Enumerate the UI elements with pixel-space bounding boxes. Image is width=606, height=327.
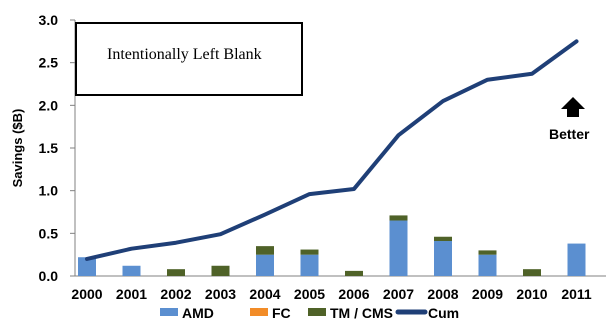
x-tick-label: 2001	[116, 286, 147, 302]
y-tick-label: 2.5	[39, 55, 59, 71]
bar-amd-2011	[567, 243, 586, 276]
x-tick-label: 2003	[205, 286, 236, 302]
legend-swatch-tm-cms	[308, 308, 326, 316]
y-tick-labels: 0.0 0.5 1.0 1.5 2.0 2.5 3.0	[39, 12, 75, 284]
bar-amd-2008	[434, 241, 452, 276]
cumulative-line-series	[85, 39, 579, 261]
legend-swatch-fc	[250, 308, 268, 316]
x-tick-label: 2009	[472, 286, 503, 302]
bar-amd-2004	[256, 254, 274, 276]
bar-amd-2001	[122, 265, 141, 276]
bar-tm-cms-2004	[256, 246, 274, 255]
legend-label-fc: FC	[272, 305, 291, 321]
bar-tm-cms-2010	[523, 269, 541, 276]
bar-amd-2000	[78, 257, 96, 276]
x-tick-label: 2007	[383, 286, 414, 302]
x-tick-labels: 2000 2001 2002 2003 2004 2005 2006 2007 2008 2009…	[71, 286, 591, 302]
x-tick-label: 2004	[249, 286, 280, 302]
cumulative-savings-line	[85, 39, 579, 261]
x-tick-label: 2000	[71, 286, 102, 302]
bar-tm-cms-2006	[345, 270, 363, 276]
bar-tm-cms-2009	[478, 250, 497, 255]
bar-amd-2009	[478, 254, 497, 276]
legend-label-cum: Cum	[428, 305, 459, 321]
y-tick-label: 3.0	[39, 12, 59, 28]
y-axis-title: Savings ($B)	[10, 109, 25, 188]
x-tick-label: 2006	[338, 286, 369, 302]
x-tick-label: 2002	[160, 286, 191, 302]
y-tick-label: 0.5	[39, 225, 59, 241]
x-tick-label: 2008	[427, 286, 458, 302]
y-tick-label: 1.5	[39, 140, 59, 156]
bar-tm-cms-2007	[389, 215, 408, 221]
bar-tm-cms-2002	[167, 269, 185, 276]
bar-tm-cms-2005	[300, 249, 319, 255]
x-tick-label: 2010	[516, 286, 547, 302]
bar-amd-2007	[389, 220, 408, 276]
legend-label-tm-cms: TM / CMS	[330, 305, 393, 321]
y-tick-label: 0.0	[39, 268, 59, 284]
bar-tm-cms-2003	[211, 265, 230, 276]
blank-note-text: Intentionally Left Blank	[107, 46, 262, 63]
bar-series	[78, 215, 586, 276]
blank-note-box	[75, 22, 303, 96]
legend: AMD FC TM / CMS Cum	[160, 305, 459, 321]
y-tick-label: 1.0	[39, 183, 59, 199]
up-arrow-icon	[561, 97, 585, 117]
legend-label-amd: AMD	[182, 305, 214, 321]
y-tick-label: 2.0	[39, 97, 59, 113]
bar-tm-cms-2008	[434, 236, 452, 242]
x-tick-label: 2005	[294, 286, 325, 302]
bar-amd-2005	[300, 254, 319, 276]
x-tick-label: 2011	[561, 286, 592, 302]
legend-swatch-amd	[160, 308, 178, 316]
better-label: Better	[549, 126, 590, 142]
